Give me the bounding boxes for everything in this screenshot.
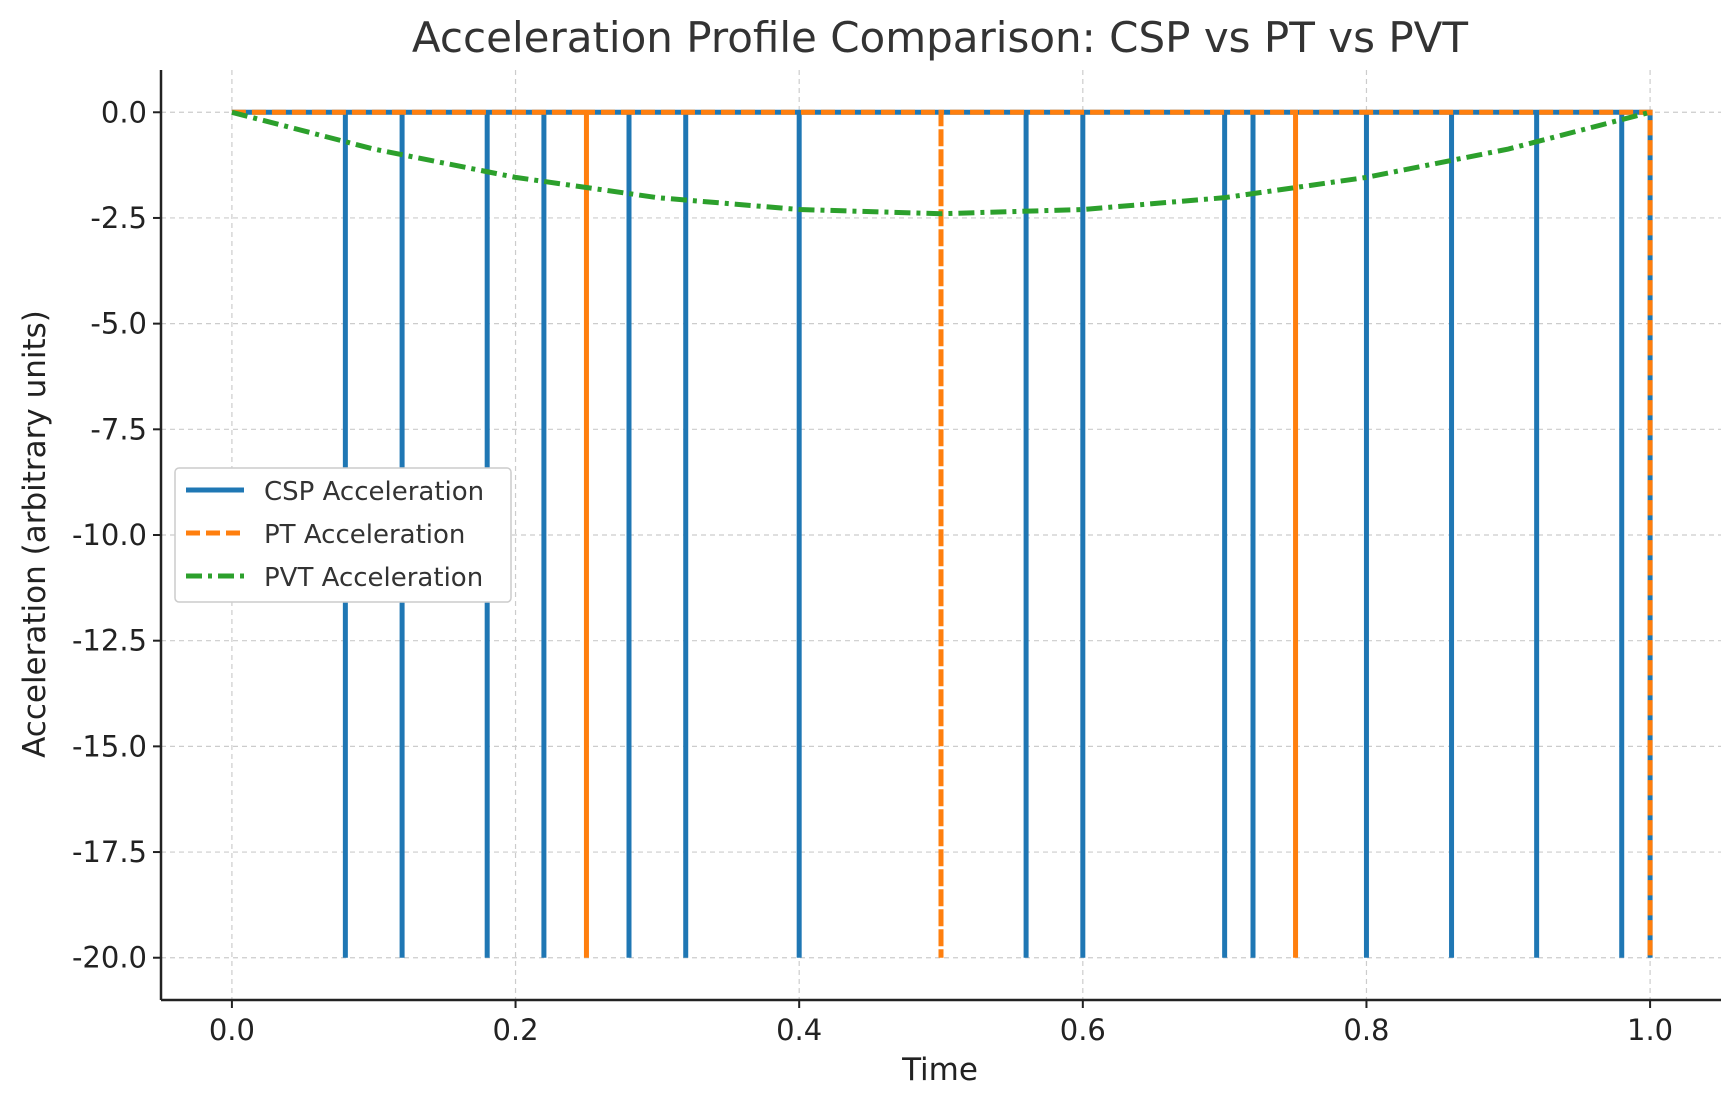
y-tick-label: -15.0: [72, 729, 147, 763]
series-line-csp: [231, 109, 1653, 958]
x-axis-label: Time: [901, 1052, 978, 1088]
x-tick-label: 0.0: [209, 1013, 255, 1047]
plot-area: [231, 109, 1653, 958]
x-tick-label: 0.2: [492, 1013, 538, 1047]
series-csp: [231, 109, 1653, 958]
ticks: 0.0 0.2 0.4 0.6 0.8 1.0 0.0 -2.5 -5.0 -7.5 -10.0 -1…: [72, 95, 1673, 1047]
legend-box: [174, 467, 512, 603]
series-pt: [231, 109, 1653, 958]
series-line-pt: [231, 109, 1653, 958]
y-tick-label: 0.0: [101, 95, 147, 129]
x-tick-label: 0.8: [1343, 1013, 1389, 1047]
series-line-pvt: [231, 109, 1651, 217]
x-tick-label: 0.4: [776, 1013, 822, 1047]
y-tick-label: -2.5: [90, 201, 147, 235]
y-tick-label: -7.5: [90, 412, 147, 446]
series-pvt: [231, 109, 1651, 217]
legend-label-pt: PT Acceleration: [264, 520, 465, 550]
chart-title: Acceleration Profile Comparison: CSP vs …: [412, 13, 1468, 62]
y-tick-label: -10.0: [72, 518, 147, 552]
y-tick-label: -20.0: [72, 941, 147, 975]
x-tick-label: 1.0: [1627, 1013, 1673, 1047]
legend-label-pvt: PVT Acceleration: [264, 563, 483, 593]
x-tick-label: 0.6: [1060, 1013, 1106, 1047]
legend: CSP Acceleration PT Acceleration PVT Acc…: [174, 467, 512, 603]
y-tick-label: -5.0: [90, 307, 147, 341]
y-axis-label: Acceleration (arbitrary units): [17, 310, 53, 758]
y-tick-label: -17.5: [72, 835, 147, 869]
legend-label-csp: CSP Acceleration: [264, 477, 484, 507]
y-tick-label: -12.5: [72, 624, 147, 658]
